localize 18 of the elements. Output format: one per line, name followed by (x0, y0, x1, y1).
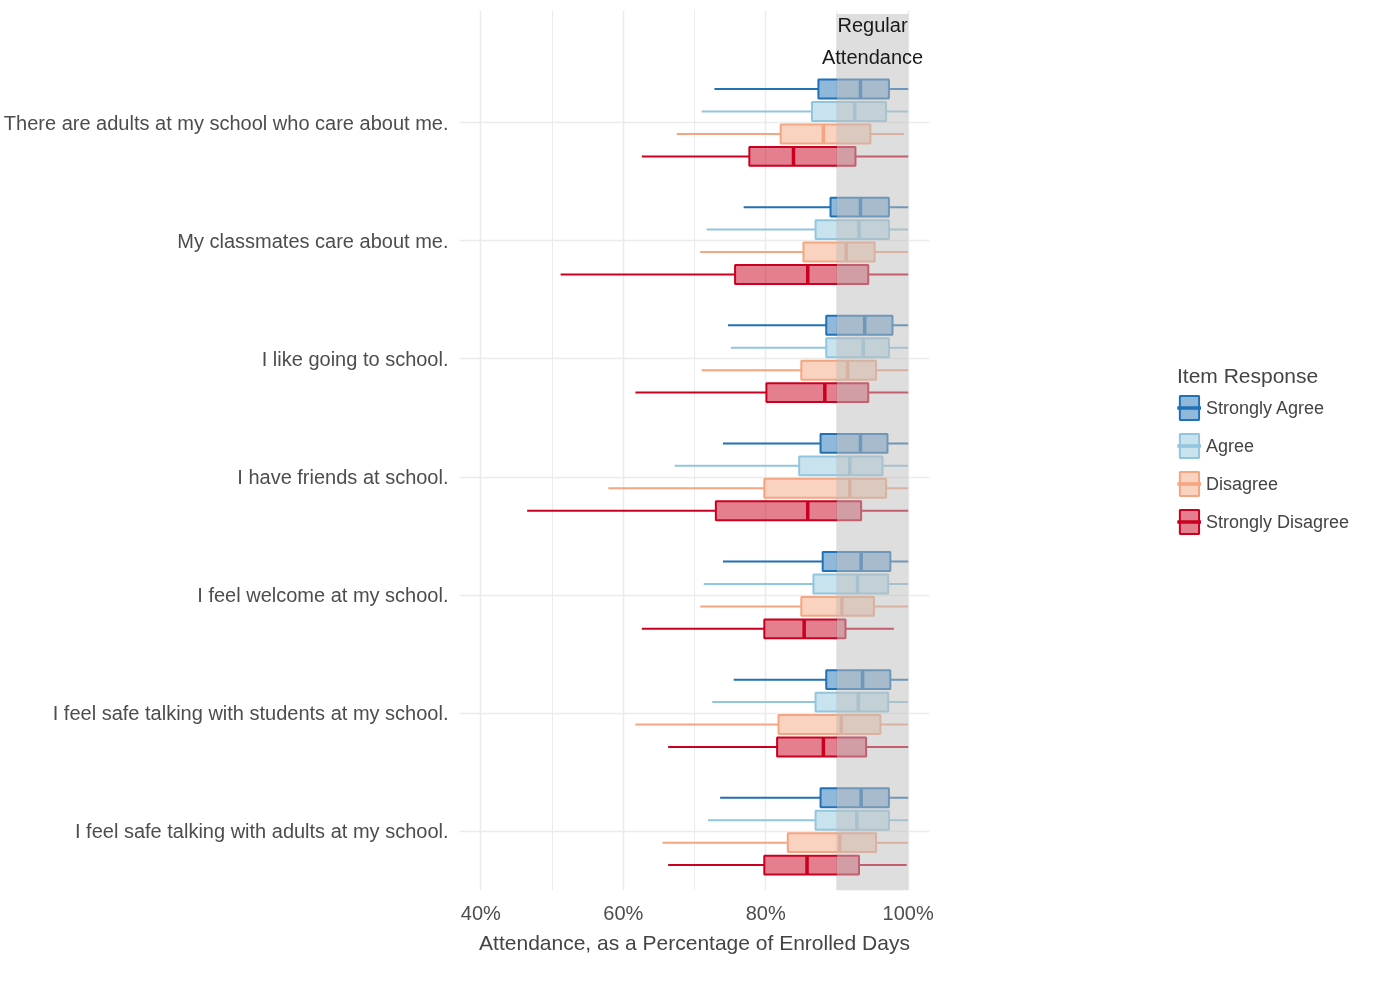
y-tick-label: I have friends at school. (237, 466, 449, 489)
x-tick-label: 40% (460, 901, 502, 924)
x-axis-title: Attendance, as a Percentage of Enrolled Days (479, 930, 910, 954)
legend-label: Agree (1205, 435, 1255, 456)
x-tick-label: 80% (745, 901, 786, 924)
band-label: Regular Attendance (821, 14, 924, 69)
y-tick-label: I feel safe talking with students at my school. (52, 702, 449, 725)
x-tick-label: 100% (882, 901, 934, 924)
y-tick-label: There are adults at my school who care about me. (3, 111, 449, 134)
legend-label: Strongly Disagree (1205, 511, 1350, 532)
x-tick-label: 60% (603, 901, 644, 924)
legend-title: Item Response (1176, 363, 1320, 388)
y-tick-label: I feel welcome at my school. (197, 584, 449, 607)
legend-label: Disagree (1205, 473, 1279, 494)
legend-label: Strongly Agree (1205, 397, 1325, 418)
y-tick-label: My classmates care about me. (177, 229, 449, 252)
y-tick-label: I feel safe talking with adults at my school. (74, 820, 449, 843)
y-tick-label: I like going to school. (261, 347, 449, 370)
